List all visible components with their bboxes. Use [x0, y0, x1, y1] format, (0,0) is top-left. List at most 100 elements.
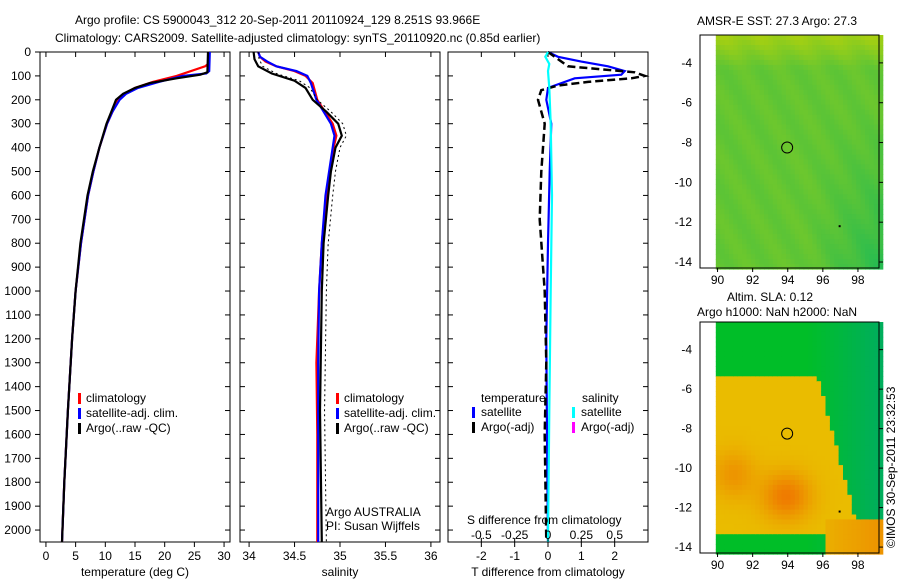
map-cell — [729, 184, 735, 190]
map-cell — [733, 244, 739, 250]
map-cell — [860, 69, 866, 76]
map-cell — [733, 99, 739, 106]
map-cell — [768, 376, 774, 382]
map-cell — [856, 544, 862, 550]
map-cell — [737, 366, 743, 372]
map-cell — [786, 322, 792, 328]
map-cell — [742, 119, 748, 126]
map-cell — [847, 475, 853, 481]
map-cell — [807, 169, 814, 175]
map-cell — [799, 229, 805, 235]
map-cell — [838, 430, 844, 437]
map-cell — [834, 381, 840, 387]
map-cell — [829, 244, 836, 250]
map-cell — [816, 144, 822, 151]
map-cell — [794, 425, 800, 432]
map-cell — [816, 410, 822, 417]
map-cell — [750, 401, 757, 407]
map-cell — [720, 450, 726, 456]
map-cell — [829, 484, 836, 491]
map-cell — [755, 361, 761, 367]
map-cell — [777, 356, 783, 363]
map-cell — [715, 199, 721, 205]
map-cell — [746, 435, 752, 441]
map-cell — [847, 159, 853, 166]
map-cell — [829, 254, 836, 260]
map-cell — [781, 129, 787, 136]
map-cell — [777, 204, 783, 210]
map-cell — [847, 119, 853, 126]
map-cell — [803, 139, 809, 146]
map-cell — [742, 331, 748, 338]
map-cell — [799, 514, 805, 520]
map-cell — [746, 401, 752, 407]
map-cell — [821, 239, 827, 245]
map-cell — [746, 326, 752, 333]
map-cell — [812, 119, 818, 126]
map-cell — [856, 129, 862, 136]
map-cell — [724, 144, 730, 151]
map-cell — [759, 529, 765, 535]
map-cell — [790, 346, 796, 353]
map-cell — [755, 84, 761, 91]
map-cell — [847, 144, 853, 151]
map-cell — [733, 415, 739, 422]
map-cell — [829, 405, 836, 412]
map-cell — [851, 396, 857, 402]
map-cell — [843, 134, 849, 141]
map-cell — [847, 59, 853, 66]
map-cell — [781, 381, 787, 387]
map-cell — [737, 346, 743, 353]
map-cell — [847, 54, 853, 61]
map-cell — [755, 499, 761, 506]
map-cell — [720, 154, 726, 161]
map-cell — [772, 440, 778, 446]
map-cell — [865, 134, 871, 141]
map-cell — [834, 465, 840, 471]
y-tick-label: 200 — [11, 93, 31, 107]
map-cell — [781, 351, 787, 358]
map-cell — [838, 64, 844, 71]
map-cell — [856, 420, 862, 427]
map-cell — [715, 224, 721, 230]
map-cell — [860, 479, 866, 486]
map-cell — [755, 346, 761, 353]
map-cell — [729, 244, 735, 250]
map-cell — [755, 224, 761, 230]
map-cell — [715, 470, 721, 476]
map-cell — [729, 405, 735, 412]
map-cell — [847, 322, 853, 328]
map-cell — [715, 381, 721, 387]
map-cell — [834, 534, 840, 540]
map-cell — [851, 475, 857, 481]
map-cell — [878, 356, 884, 363]
map-cell — [856, 450, 862, 456]
map-cell — [843, 326, 849, 333]
map-cell — [873, 544, 879, 550]
map-cell — [790, 169, 796, 175]
map-cell — [869, 194, 875, 200]
map-cell — [799, 209, 805, 215]
map-cell — [843, 529, 849, 535]
map-cell — [821, 425, 827, 432]
map-cell — [794, 89, 800, 96]
map-cell — [764, 124, 770, 131]
map-cell — [821, 326, 827, 333]
map-cell — [829, 509, 836, 516]
map-cell — [829, 499, 836, 506]
map-cell — [807, 35, 814, 41]
map-cell — [772, 144, 778, 151]
map-cell — [869, 69, 875, 76]
map-cell — [715, 89, 721, 96]
map-cell — [772, 154, 778, 161]
map-cell — [746, 499, 752, 506]
map-cell — [803, 164, 809, 170]
map-cell — [847, 189, 853, 195]
x-axis-label: temperature (deg C) — [81, 565, 189, 579]
map-cell — [777, 465, 783, 471]
map-cell — [750, 440, 757, 446]
map-cell — [834, 341, 840, 348]
map-cell — [768, 435, 774, 441]
map-cell — [755, 435, 761, 441]
map-cell — [772, 149, 778, 156]
